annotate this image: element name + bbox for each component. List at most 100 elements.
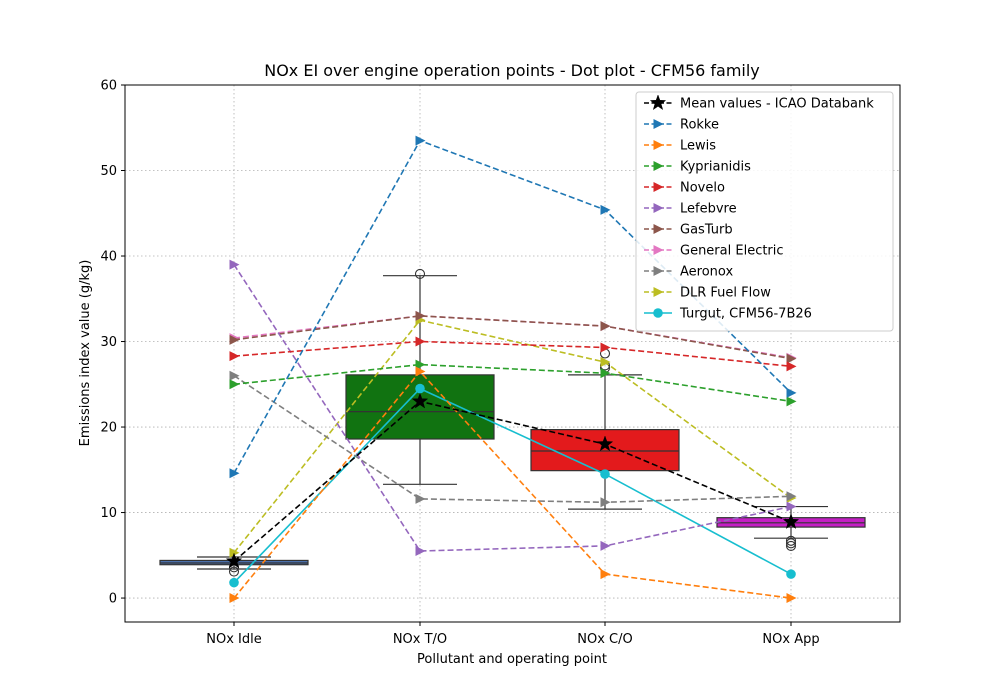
series-point [786, 396, 797, 407]
series-point [600, 569, 611, 580]
legend-label: Mean values - ICAO Databank [680, 97, 874, 112]
legend-label: General Electric [680, 244, 784, 259]
boxplot-outlier [228, 566, 240, 577]
series-group [229, 359, 797, 407]
plot-frame [124, 84, 901, 623]
series-point [786, 501, 797, 512]
series-line [233, 264, 792, 552]
series-group [229, 370, 797, 508]
legend-entry: DLR Fuel Flow [644, 286, 771, 301]
y-tick-label: 50 [100, 164, 117, 179]
boxplot-outlier [785, 540, 797, 551]
series-point [411, 392, 429, 409]
legend-label: Kyprianidis [680, 160, 751, 175]
legend-label: Lewis [680, 139, 716, 154]
series-line [233, 387, 792, 584]
legend-entry: GasTurb [644, 223, 733, 238]
x-axis-label: Pollutant and operating point [417, 652, 607, 667]
legend-box [635, 91, 894, 332]
series-point [229, 334, 240, 345]
x-tick-label: NOx C/O [577, 632, 632, 647]
series-point [600, 368, 611, 379]
series-point [653, 161, 664, 171]
series-group [229, 366, 797, 604]
y-tick-label: 60 [100, 79, 117, 94]
series-group [229, 135, 797, 479]
series-point [653, 182, 664, 192]
series-point [600, 204, 611, 215]
x-tick-label: NOx T/O [393, 632, 447, 647]
legend-label: Rokke [680, 118, 719, 133]
series-point [786, 353, 797, 364]
series-point [229, 547, 240, 558]
series-point [415, 366, 426, 377]
series-group [229, 259, 797, 557]
series-point [649, 94, 667, 111]
series-layer [225, 135, 800, 604]
x-tick-label: NOx Idle [206, 632, 261, 647]
y-tick-label: 0 [109, 592, 117, 607]
legend-entry: Kyprianidis [644, 160, 751, 175]
legend-entry: Mean values - ICAO Databank [644, 94, 874, 112]
legend-label: Turgut, CFM56-7B26 [679, 307, 812, 322]
legend-entry: Lefebvre [644, 202, 737, 217]
series-group [229, 310, 797, 364]
series-point [786, 361, 797, 372]
boxplot-outlier [414, 268, 426, 280]
series-point [653, 224, 664, 234]
legend-label: Novelo [680, 181, 725, 196]
axis-layer: 0 10 20 30 40 50 60 NOx Idle NOx T/O NOx C/O NOx A… [100, 79, 819, 648]
series-point [653, 119, 664, 129]
legend-entry: Rokke [644, 118, 719, 133]
series-point [229, 468, 240, 479]
series-point [229, 577, 239, 588]
series-point [415, 310, 426, 321]
boxplot-outlier [785, 538, 797, 549]
legend-entry: Aeronox [644, 265, 733, 280]
series-point [653, 140, 664, 150]
series-point [600, 357, 611, 368]
series-point [600, 321, 611, 332]
y-tick-label: 20 [100, 421, 117, 436]
y-tick-label: 40 [100, 250, 117, 265]
series-point [415, 359, 426, 370]
series-point [415, 135, 426, 146]
boxplot-outlier [785, 535, 797, 546]
legend-entry: Turgut, CFM56-7B26 [644, 307, 812, 322]
series-line [233, 400, 792, 562]
y-axis-label: Emissions index value (g/kg) [78, 260, 93, 447]
series-point [786, 491, 797, 502]
series-point [786, 387, 797, 398]
series-point [600, 497, 611, 508]
series-point [653, 203, 664, 213]
series-point [653, 308, 663, 318]
series-point [782, 513, 800, 529]
legend-label: Aeronox [680, 265, 733, 280]
series-point [653, 287, 664, 297]
series-line [233, 315, 792, 360]
chart-title: NOx EI over engine operation points - Do… [264, 61, 760, 80]
series-line [233, 319, 792, 554]
series-point [596, 435, 614, 452]
legend-entry: Lewis [644, 139, 716, 154]
series-point [229, 259, 240, 270]
series-line [233, 340, 792, 368]
series-group [229, 336, 797, 372]
y-tick-label: 10 [100, 506, 117, 521]
series-point [653, 266, 664, 276]
legend-entry: Novelo [644, 181, 725, 196]
series-point [600, 469, 610, 479]
series-point [415, 546, 426, 557]
series-point [415, 383, 425, 394]
series-line [233, 370, 792, 599]
series-point [786, 593, 797, 604]
series-point [653, 245, 664, 255]
series-group [225, 392, 800, 569]
legend: Mean values - ICAO Databank Rokke Lewis Kyp… [635, 91, 894, 332]
series-point [600, 540, 611, 551]
series-point [786, 569, 796, 579]
series-point [415, 493, 426, 504]
series-point [229, 379, 240, 390]
